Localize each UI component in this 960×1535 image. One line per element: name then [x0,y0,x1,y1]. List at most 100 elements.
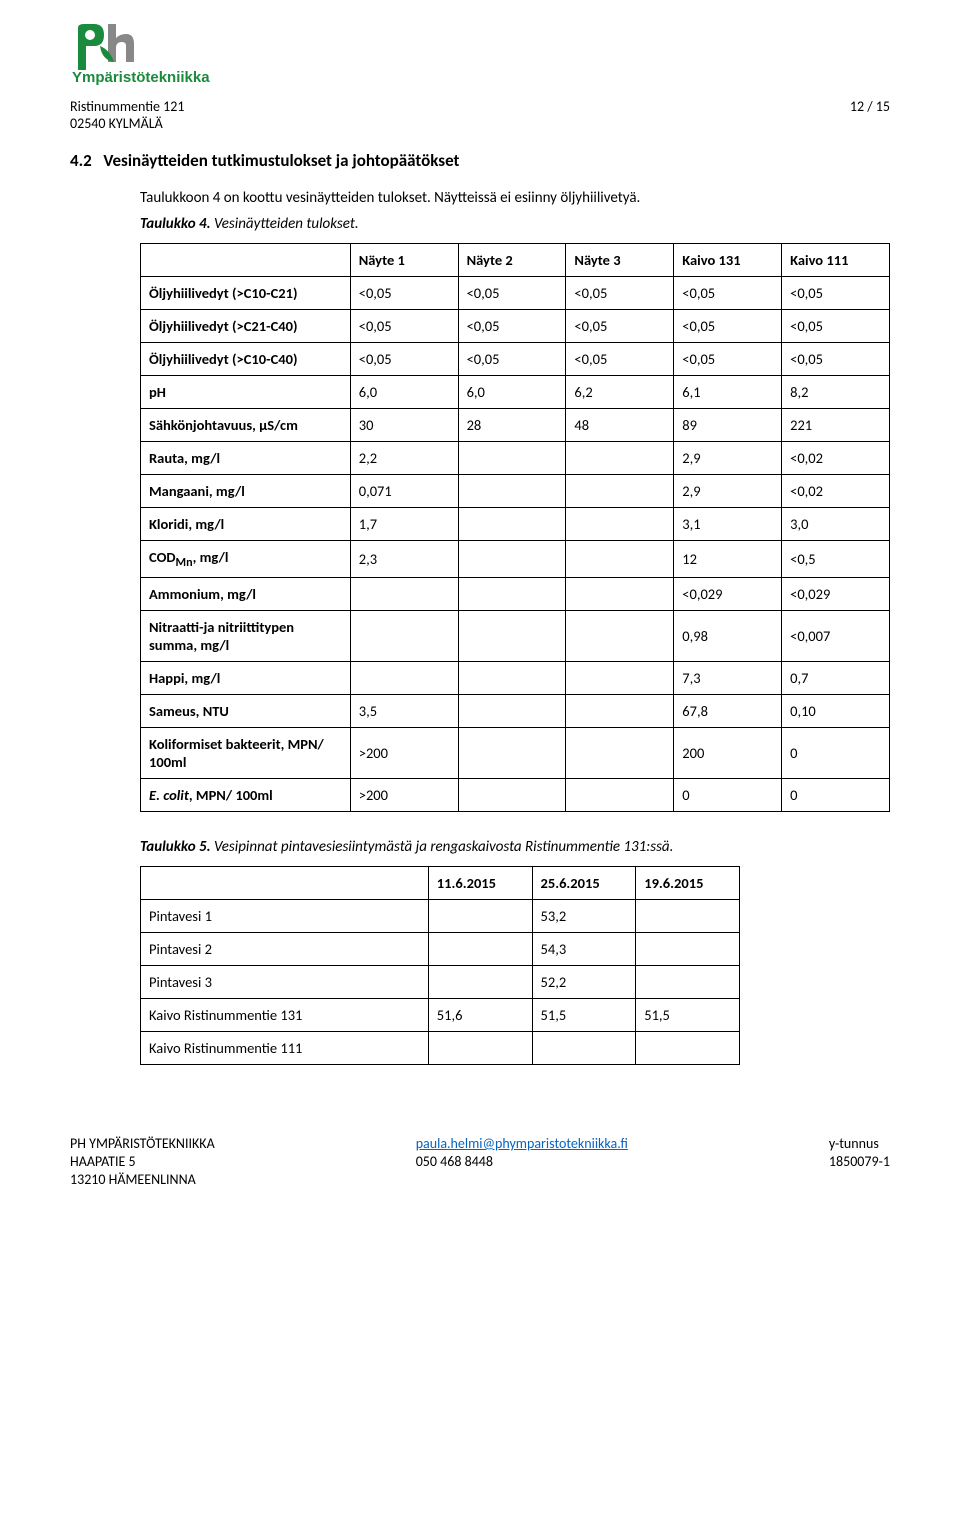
table-row: E. colit, MPN/ 100ml>20000 [141,778,890,811]
address-line-1: Ristinummentie 121 [70,98,184,115]
table-row: Öljyhiilivedyt (>C10-C21)<0,05<0,05<0,05… [141,277,890,310]
table5-header-col1: 11.6.2015 [428,866,532,899]
table4-cell [458,778,566,811]
table4-caption-text: Vesinäytteiden tulokset. [211,215,359,233]
table4-cell: <0,05 [674,310,782,343]
table4-cell: 1,7 [350,508,458,541]
table4-cell: 28 [458,409,566,442]
table4-cell: 67,8 [674,694,782,727]
table4-cell: <0,05 [350,343,458,376]
table4-cell: <0,05 [782,277,890,310]
table4-header-col3: Näyte 3 [566,244,674,277]
table4-cell [350,661,458,694]
table5: 11.6.2015 25.6.2015 19.6.2015 Pintavesi … [140,866,740,1065]
table4-cell: 8,2 [782,376,890,409]
table-row: CODMn, mg/l2,312<0,5 [141,541,890,578]
table5-caption-text: Vesipinnat pintavesiesiintymästä ja reng… [211,838,674,856]
footer-col1: PH YMPÄRISTÖTEKNIIKKA HAAPATIE 5 13210 H… [70,1135,215,1190]
table5-cell [428,899,532,932]
table4-cell: <0,05 [566,343,674,376]
table4-cell [350,577,458,610]
table4-cell [566,475,674,508]
table4-cell: 12 [674,541,782,578]
table-row: Nitraatti-ja nitriittitypen summa, mg/l0… [141,610,890,661]
table5-caption: Taulukko 5. Vesipinnat pintavesiesiintym… [140,838,890,856]
table4-cell: 89 [674,409,782,442]
table4-rowlabel: Koliformiset bakteerit, MPN/ 100ml [141,727,351,778]
table5-cell: 53,2 [532,899,636,932]
address-line-2: 02540 KYLMÄLÄ [70,115,184,132]
table4-caption: Taulukko 4. Vesinäytteiden tulokset. [140,215,890,233]
table4-cell: 2,3 [350,541,458,578]
table5-header-col2: 25.6.2015 [532,866,636,899]
table4-cell: 2,2 [350,442,458,475]
table4-cell: 2,9 [674,475,782,508]
table5-header-col3: 19.6.2015 [636,866,740,899]
table4-header-col4: Kaivo 131 [674,244,782,277]
table4-cell: 0 [782,727,890,778]
table4-header-row: Näyte 1 Näyte 2 Näyte 3 Kaivo 131 Kaivo … [141,244,890,277]
table4-cell: <0,5 [782,541,890,578]
table4-cell [458,694,566,727]
table4-cell [566,694,674,727]
table4-header-col2: Näyte 2 [458,244,566,277]
table4-cell: <0,02 [782,442,890,475]
table4-rowlabel: Rauta, mg/l [141,442,351,475]
table4-cell [566,610,674,661]
table4: Näyte 1 Näyte 2 Näyte 3 Kaivo 131 Kaivo … [140,243,890,812]
table4-cell: 3,5 [350,694,458,727]
table4-cell: <0,05 [782,310,890,343]
page-header: Ristinummentie 121 02540 KYLMÄLÄ 12 / 15 [70,98,890,132]
table4-rowlabel: Mangaani, mg/l [141,475,351,508]
table4-cell: 0,071 [350,475,458,508]
page-footer: PH YMPÄRISTÖTEKNIIKKA HAAPATIE 5 13210 H… [70,1135,890,1190]
table-row: Happi, mg/l7,30,7 [141,661,890,694]
table5-header-blank [141,866,429,899]
table4-cell: 0,10 [782,694,890,727]
table5-cell: 51,6 [428,998,532,1031]
table5-cell [636,932,740,965]
table4-cell: 7,3 [674,661,782,694]
table5-cell [636,899,740,932]
table-row: pH6,06,06,26,18,2 [141,376,890,409]
table4-cell: <0,05 [566,277,674,310]
table4-header-col5: Kaivo 111 [782,244,890,277]
section-number: 4.2 [70,150,92,171]
table4-cell: <0,05 [458,277,566,310]
table-row: Kaivo Ristinummentie 111 [141,1031,740,1064]
table-row: Mangaani, mg/l0,0712,9<0,02 [141,475,890,508]
table4-cell: 6,0 [350,376,458,409]
table4-rowlabel: Sameus, NTU [141,694,351,727]
table4-cell [350,610,458,661]
table4-cell [566,661,674,694]
table4-cell: <0,05 [782,343,890,376]
table5-cell: 51,5 [532,998,636,1031]
table4-cell: <0,05 [350,277,458,310]
table4-cell: 0 [674,778,782,811]
logo-svg: Ympäristötekniikka [70,20,250,90]
table4-cell: <0,05 [674,277,782,310]
header-address: Ristinummentie 121 02540 KYLMÄLÄ [70,98,184,132]
section-title: Vesinäytteiden tutkimustulokset ja johto… [103,150,459,171]
table4-rowlabel: Öljyhiilivedyt (>C21-C40) [141,310,351,343]
table-row: Koliformiset bakteerit, MPN/ 100ml>20020… [141,727,890,778]
table5-cell [636,965,740,998]
table-row: Öljyhiilivedyt (>C21-C40)<0,05<0,05<0,05… [141,310,890,343]
table4-cell: 30 [350,409,458,442]
table4-cell: 3,1 [674,508,782,541]
footer-email-link[interactable]: paula.helmi@phymparistotekniikka.fi [416,1135,628,1152]
footer-col3: y-tunnus 1850079-1 [829,1135,890,1190]
table4-cell [566,577,674,610]
table4-cell [458,727,566,778]
footer-ytunnus-label: y-tunnus [829,1135,890,1153]
table4-cell: <0,05 [350,310,458,343]
table4-cell: <0,029 [782,577,890,610]
table4-cell [458,508,566,541]
table4-cell: 6,0 [458,376,566,409]
table4-cell [458,661,566,694]
table4-caption-label: Taulukko 4. [140,215,211,233]
table-row: Kaivo Ristinummentie 13151,651,551,5 [141,998,740,1031]
table-row: Sähkönjohtavuus, µS/cm30284889221 [141,409,890,442]
table5-cell [428,965,532,998]
table4-cell: 200 [674,727,782,778]
